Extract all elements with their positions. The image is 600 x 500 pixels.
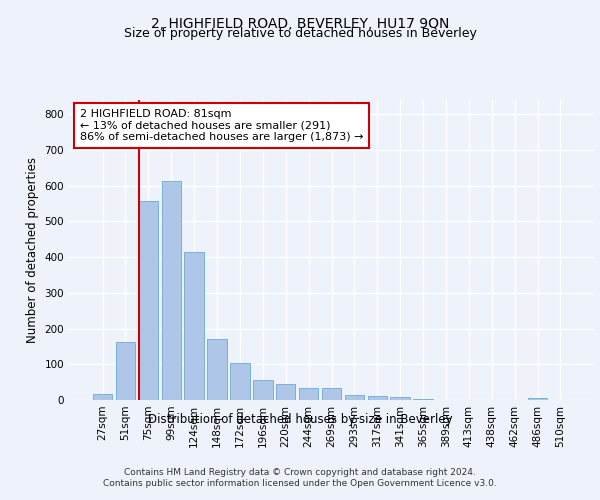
Text: 2 HIGHFIELD ROAD: 81sqm
← 13% of detached houses are smaller (291)
86% of semi-d: 2 HIGHFIELD ROAD: 81sqm ← 13% of detache… [79,109,363,142]
Bar [368,396,387,400]
Bar [93,394,112,400]
Bar [161,182,181,400]
Text: Distribution of detached houses by size in Beverley: Distribution of detached houses by size … [148,412,452,426]
Bar [299,388,319,400]
Bar [528,398,547,400]
Text: Size of property relative to detached houses in Beverley: Size of property relative to detached ho… [124,28,476,40]
Y-axis label: Number of detached properties: Number of detached properties [26,157,39,343]
Bar [230,363,250,400]
Bar [344,394,364,400]
Bar [322,388,341,400]
Text: 2, HIGHFIELD ROAD, BEVERLEY, HU17 9QN: 2, HIGHFIELD ROAD, BEVERLEY, HU17 9QN [151,18,449,32]
Bar [253,380,272,400]
Bar [276,384,295,400]
Bar [391,397,410,400]
Bar [413,398,433,400]
Text: Contains HM Land Registry data © Crown copyright and database right 2024.
Contai: Contains HM Land Registry data © Crown c… [103,468,497,487]
Bar [208,340,227,400]
Bar [116,342,135,400]
Bar [184,252,204,400]
Bar [139,201,158,400]
